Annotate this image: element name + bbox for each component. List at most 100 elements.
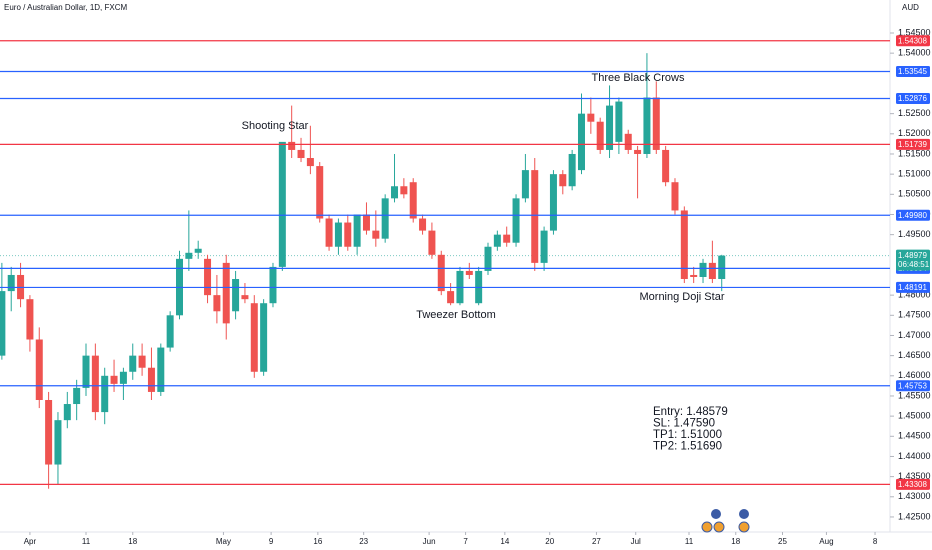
candle-body: [718, 255, 726, 280]
level-tag: [896, 35, 930, 47]
candle-body: [250, 303, 258, 372]
candle-body: [63, 404, 71, 421]
candle-body: [166, 315, 174, 348]
level-label: 1.54308: [898, 36, 927, 45]
trade-plan-line: SL: 1.47590: [653, 418, 715, 430]
candle-body: [222, 262, 230, 324]
candle-body: [400, 186, 408, 195]
candle-body: [540, 230, 548, 263]
candle-body: [372, 230, 380, 239]
x-tick-label: 20: [545, 537, 554, 546]
candle-body: [531, 170, 539, 263]
candle-body: [344, 222, 352, 247]
candle-body: [54, 420, 62, 465]
candle-body: [447, 291, 455, 304]
candle-body: [35, 339, 43, 400]
candle-body: [465, 270, 473, 275]
x-tick-label: Apr: [24, 537, 37, 546]
y-tick-label: 1.51000: [898, 169, 931, 179]
candle-body: [129, 355, 137, 372]
x-tick-label: Jun: [423, 537, 436, 546]
candle-body: [606, 105, 614, 150]
level-tag: [896, 478, 930, 490]
candle-body: [325, 218, 333, 247]
candle-body: [549, 174, 557, 231]
y-tick-label: 1.47000: [898, 330, 931, 340]
candle-body: [615, 101, 623, 142]
currency-label: AUD: [902, 3, 919, 12]
candle-body: [428, 230, 436, 255]
level-tag: [896, 380, 930, 392]
candle-body: [690, 274, 698, 277]
event-icon: [739, 509, 749, 519]
candle-body: [484, 246, 492, 271]
x-tick-label: 23: [359, 537, 368, 546]
candle-body: [269, 266, 277, 304]
candle-body: [587, 113, 595, 122]
y-tick-label: 1.51500: [898, 148, 931, 158]
y-tick-label: 1.43500: [898, 471, 931, 481]
level-tag: [896, 281, 930, 293]
y-tick-label: 1.52500: [898, 108, 931, 118]
y-tick-label: 1.42500: [898, 511, 931, 521]
candle-body: [596, 121, 604, 150]
candle-body: [288, 141, 296, 150]
y-tick-label: 1.54000: [898, 48, 931, 58]
candle-body: [138, 355, 146, 368]
candle-body: [334, 222, 342, 247]
candle-body: [577, 113, 585, 171]
x-tick-label: Jul: [631, 537, 641, 546]
x-tick-label: Aug: [819, 537, 833, 546]
candle-body: [101, 375, 109, 413]
candle-body: [512, 198, 520, 243]
y-tick-label: 1.43000: [898, 491, 931, 501]
candle-body: [232, 279, 240, 312]
candle-body: [278, 141, 286, 267]
candle-body: [7, 274, 15, 292]
y-tick-label: 1.54500: [898, 27, 931, 37]
candle-body: [316, 166, 324, 219]
candle-body: [634, 149, 642, 154]
candle-body: [568, 153, 576, 187]
x-tick-label: 27: [592, 537, 601, 546]
candle-body: [260, 303, 268, 372]
y-tick-label: 1.45500: [898, 390, 931, 400]
candle-body: [157, 347, 165, 392]
candle-body: [559, 174, 567, 187]
level-label: 1.43308: [898, 480, 927, 489]
candle-body: [521, 170, 529, 199]
y-tick-label: 1.44500: [898, 431, 931, 441]
candle-body: [353, 214, 361, 247]
y-tick-label: 1.52000: [898, 128, 931, 138]
candle-body: [110, 375, 118, 384]
x-tick-label: 25: [778, 537, 787, 546]
x-tick-label: 11: [82, 537, 91, 546]
level-tag: [896, 138, 930, 150]
candle-body: [45, 399, 53, 465]
candle-body: [119, 371, 127, 384]
candle-body: [381, 198, 389, 239]
level-label: 1.52876: [898, 94, 927, 103]
candle-body: [643, 97, 651, 154]
x-tick-label: 7: [463, 537, 468, 546]
y-tick-label: 1.44000: [898, 451, 931, 461]
level-label: 1.45753: [898, 381, 927, 390]
event-icon: [701, 521, 713, 533]
candle-body: [147, 367, 155, 392]
candle-body: [306, 158, 314, 167]
candle-body: [708, 262, 716, 280]
candle-body: [503, 234, 511, 243]
x-tick-label: 11: [685, 537, 694, 546]
candle-body: [91, 355, 99, 413]
x-tick-label: 14: [500, 537, 509, 546]
candle-body: [194, 248, 202, 253]
candle-body: [297, 149, 305, 159]
y-tick-label: 1.47500: [898, 310, 931, 320]
candle-body: [662, 149, 670, 183]
event-icon: [711, 509, 721, 519]
last-price-label: 1.48979: [898, 251, 927, 260]
x-tick-label: 18: [128, 537, 137, 546]
candle-body: [680, 210, 688, 280]
candle-body: [419, 218, 427, 231]
